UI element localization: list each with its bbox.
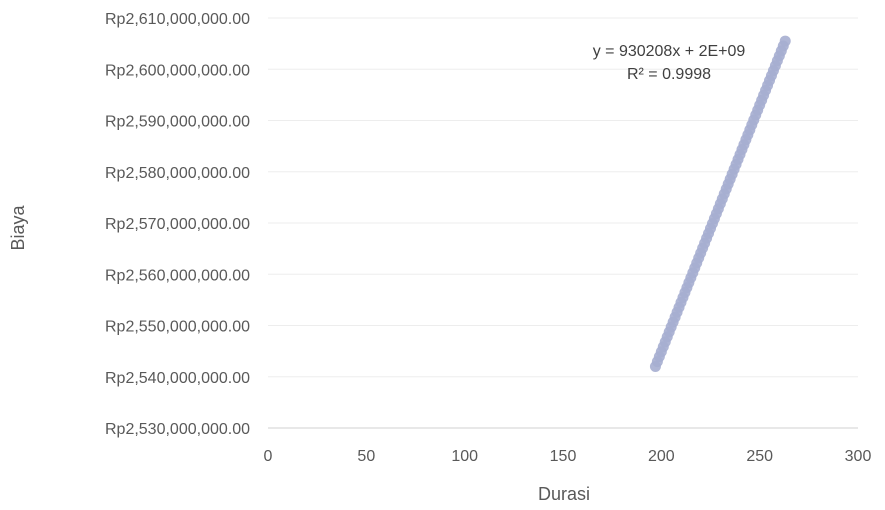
x-tick-label: 300 — [845, 448, 872, 465]
data-point — [780, 36, 791, 47]
y-tick-label: Rp2,540,000,000.00 — [105, 370, 250, 387]
x-tick-label: 0 — [264, 448, 273, 465]
x-axis-title: Durasi — [538, 484, 590, 504]
data-points — [650, 36, 791, 372]
trendline-equation: y = 930208x + 2E+09 — [593, 43, 746, 60]
y-tick-label: Rp2,580,000,000.00 — [105, 165, 250, 182]
y-axis-title: Biaya — [8, 205, 28, 251]
x-tick-label: 50 — [357, 448, 375, 465]
y-axis-tick-labels: Rp2,530,000,000.00 Rp2,540,000,000.00 Rp2,… — [105, 11, 250, 438]
x-axis-tick-labels: 0 50 100 150 200 250 300 — [264, 448, 872, 465]
y-tick-label: Rp2,550,000,000.00 — [105, 319, 250, 336]
y-tick-label: Rp2,560,000,000.00 — [105, 267, 250, 284]
x-tick-label: 150 — [550, 448, 577, 465]
x-tick-label: 200 — [648, 448, 675, 465]
trendline-r-squared: R² = 0.9998 — [627, 66, 711, 83]
y-tick-label: Rp2,610,000,000.00 — [105, 11, 250, 28]
y-tick-label: Rp2,570,000,000.00 — [105, 216, 250, 233]
x-tick-label: 250 — [746, 448, 773, 465]
y-tick-label: Rp2,600,000,000.00 — [105, 62, 250, 79]
x-tick-label: 100 — [451, 448, 478, 465]
y-tick-label: Rp2,590,000,000.00 — [105, 114, 250, 131]
y-tick-label: Rp2,530,000,000.00 — [105, 421, 250, 438]
